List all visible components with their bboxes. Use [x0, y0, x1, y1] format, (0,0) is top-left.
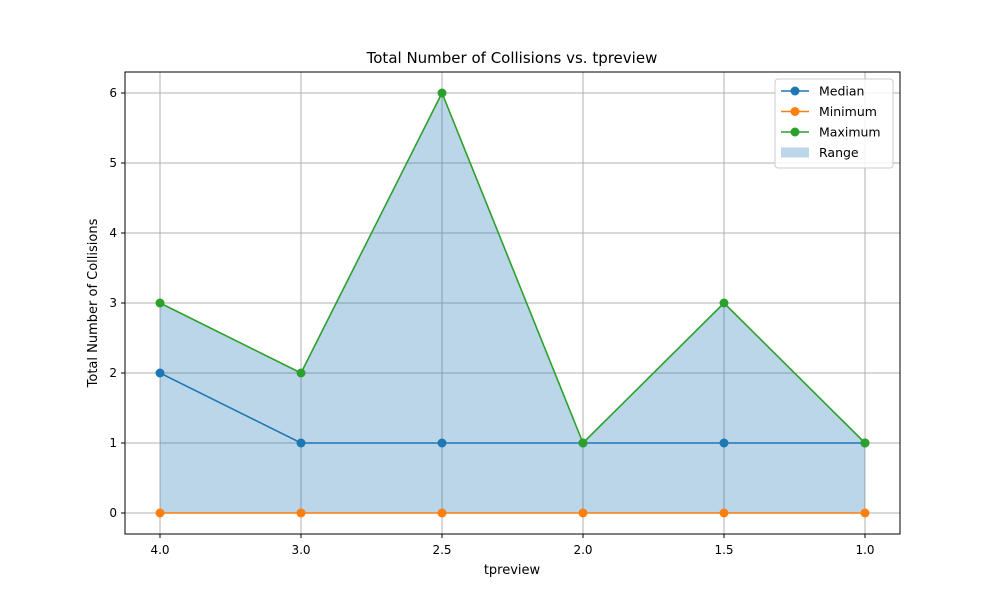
data-point-median — [296, 438, 306, 448]
data-point-maximum — [437, 88, 447, 98]
data-point-minimum — [155, 508, 165, 518]
x-axis: 4.0 3.0 2.5 2.0 1.5 1.0 — [150, 534, 875, 557]
series-line-median — [159, 372, 865, 444]
legend-label-maximum: Maximum — [819, 125, 881, 140]
legend-swatch-range — [781, 147, 809, 158]
data-point-minimum — [296, 508, 306, 518]
y-tick-label: 5 — [109, 156, 117, 170]
x-axis-label: tpreview — [484, 563, 541, 578]
legend-label-median: Median — [819, 84, 864, 99]
x-tick-label: 1.0 — [855, 543, 874, 557]
y-tick-label: 2 — [109, 366, 117, 380]
y-axis-label: Total Number of Collisions — [86, 218, 101, 388]
legend-label-minimum: Minimum — [819, 104, 877, 119]
data-point-minimum — [860, 508, 870, 518]
data-point-minimum — [719, 508, 729, 518]
chart-title: Total Number of Collisions vs. tpreview — [366, 49, 658, 67]
data-point-minimum — [437, 508, 447, 518]
y-tick-label: 3 — [109, 296, 117, 310]
data-point-maximum — [719, 298, 729, 308]
data-point-maximum — [860, 438, 870, 448]
data-point-maximum — [578, 438, 588, 448]
data-point-median — [719, 438, 729, 448]
x-tick-label: 4.0 — [150, 543, 169, 557]
data-point-minimum — [578, 508, 588, 518]
series-layer — [155, 88, 870, 518]
x-tick-label: 2.0 — [573, 543, 592, 557]
x-tick-label: 1.5 — [714, 543, 733, 557]
legend-box — [774, 78, 894, 169]
range-fill-area — [160, 93, 865, 513]
x-tick-label: 2.5 — [432, 543, 451, 557]
y-tick-label: 6 — [109, 86, 117, 100]
range-fill-layer — [160, 93, 865, 513]
y-tick-label: 1 — [109, 436, 117, 450]
legend-marker-minimum — [790, 107, 800, 116]
legend: Median Minimum Maximum Range — [774, 78, 894, 169]
data-point-maximum — [296, 368, 306, 378]
legend-marker-median — [790, 86, 800, 96]
legend-label-range: Range — [819, 145, 859, 160]
series-line-maximum — [159, 91, 866, 445]
data-point-median — [437, 438, 447, 448]
x-tick-label: 3.0 — [291, 543, 310, 557]
y-axis: 0 1 2 3 4 5 6 — [109, 86, 125, 520]
y-tick-label: 0 — [109, 506, 117, 520]
data-point-median — [155, 368, 165, 378]
legend-marker-maximum — [790, 127, 800, 137]
y-tick-label: 4 — [109, 226, 117, 240]
data-point-maximum — [155, 298, 165, 308]
